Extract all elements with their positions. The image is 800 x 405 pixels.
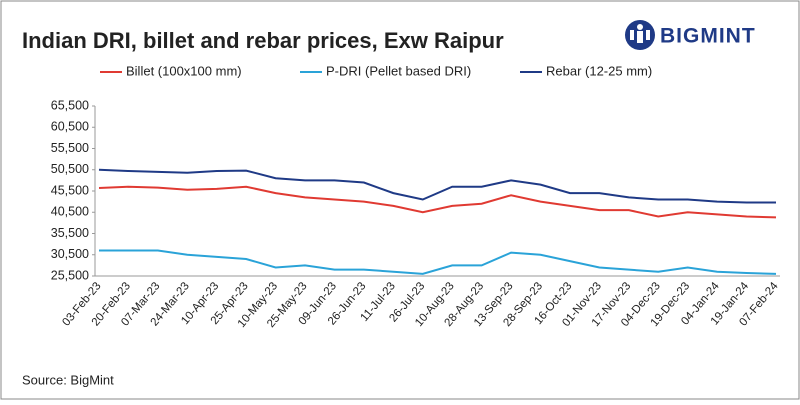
y-tick-label: 50,500 [51,162,89,176]
chart-title: Indian DRI, billet and rebar prices, Exw… [22,28,504,53]
legend-label: Rebar (12-25 mm) [546,63,652,78]
source: Source: BigMint [22,372,114,387]
y-tick-label: 25,500 [51,268,89,282]
y-tick-label: 35,500 [51,226,89,240]
y-tick-label: 45,500 [51,183,89,197]
legend-label: Billet (100x100 mm) [126,63,242,78]
legend-label: P-DRI (Pellet based DRI) [326,63,471,78]
line [98,185,777,219]
y-tick-label: 30,500 [51,247,89,261]
logo-icon [625,20,655,50]
logo-text: BIGMINT [660,25,756,48]
y-tick-label: 40,500 [51,205,89,219]
y-tick-label: 55,500 [51,141,89,155]
y-tick-label: 60,500 [51,120,89,134]
y-tick-label: 65,500 [51,98,89,112]
line [98,168,776,204]
line [99,249,777,275]
